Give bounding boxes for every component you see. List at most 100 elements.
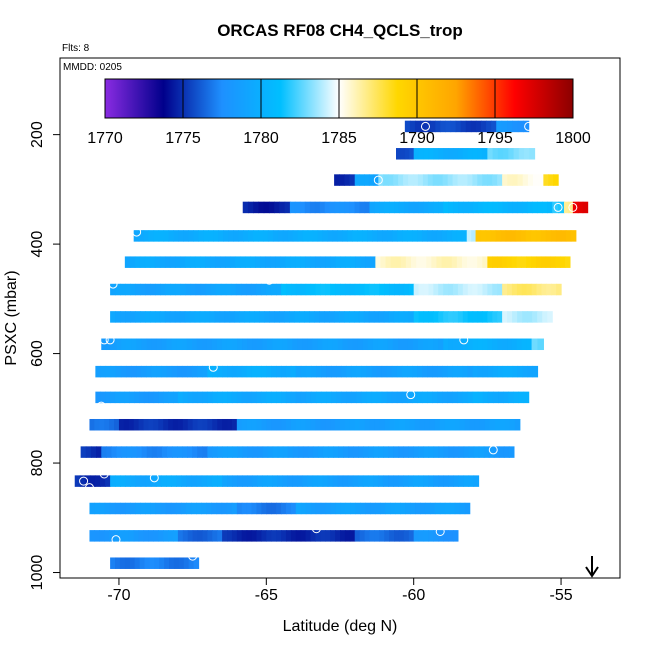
heatmap-cell: [179, 256, 186, 268]
heatmap-cell: [292, 475, 299, 487]
heatmap-cell: [154, 256, 161, 268]
heatmap-cell: [448, 530, 454, 542]
heatmap-cell: [389, 283, 395, 296]
heatmap-cell: [412, 338, 419, 351]
heatmap-cell: [367, 475, 374, 487]
heatmap-cell: [241, 365, 248, 378]
heatmap-cell: [111, 338, 117, 351]
heatmap-cell: [325, 418, 331, 431]
heatmap-cell: [428, 201, 434, 214]
heatmap-cell: [110, 311, 116, 323]
heatmap-cell: [459, 502, 466, 515]
heatmap-cell: [125, 502, 131, 515]
heatmap-cell: [477, 201, 484, 214]
heatmap-cell: [247, 201, 254, 214]
heatmap-cell: [433, 338, 439, 351]
heatmap-cell: [355, 256, 361, 268]
heatmap-cell: [128, 530, 135, 542]
heatmap-cell: [433, 201, 439, 214]
heatmap-cell: [552, 201, 559, 214]
heatmap-cell: [257, 338, 263, 351]
heatmap-cell: [201, 338, 208, 351]
heatmap-cell: [240, 256, 246, 268]
heatmap-cell: [427, 174, 434, 186]
y-tick-label: 200: [29, 121, 46, 148]
heatmap-cell: [446, 230, 453, 242]
heatmap-cell: [295, 530, 302, 542]
heatmap-cell: [454, 418, 461, 431]
heatmap-cell: [432, 391, 438, 404]
heatmap-cell: [417, 230, 423, 242]
heatmap-cell: [281, 283, 287, 296]
heatmap-cell: [547, 201, 553, 214]
heatmap-cell: [316, 365, 322, 378]
sample-point: [373, 175, 383, 185]
heatmap-cell: [255, 256, 261, 268]
heatmap-cell: [205, 283, 212, 296]
heatmap-cell: [352, 338, 359, 351]
heatmap-cell: [155, 502, 162, 515]
heatmap-cell: [270, 283, 277, 296]
heatmap-cell: [357, 230, 363, 242]
heatmap-cell: [346, 365, 352, 378]
heatmap-cell: [276, 418, 282, 431]
heatmap-cell: [190, 283, 197, 296]
heatmap-cell: [436, 256, 443, 268]
heatmap-cell: [119, 557, 126, 569]
heatmap-cell: [348, 311, 355, 323]
heatmap-cell: [480, 120, 487, 133]
y-axis: 200 400 600 800 1000: [29, 121, 60, 590]
heatmap-cell: [290, 530, 297, 542]
heatmap-cell: [527, 174, 534, 186]
heatmap-cell: [413, 530, 420, 542]
heatmap-cell: [378, 174, 384, 186]
heatmap-cell: [325, 530, 331, 542]
heatmap-cell: [467, 201, 474, 214]
heatmap-cell: [403, 201, 410, 214]
heatmap-cell: [168, 530, 174, 542]
heatmap-cell: [497, 201, 504, 214]
heatmap-cell: [175, 283, 182, 296]
heatmap-cell: [363, 446, 369, 458]
heatmap-cell: [369, 283, 375, 296]
heatmap-cell: [472, 391, 479, 404]
heatmap-cell: [396, 148, 402, 160]
heatmap-cell: [377, 230, 383, 242]
heatmap-cell: [413, 148, 420, 160]
heatmap-cell: [289, 311, 295, 323]
heatmap-cell: [184, 311, 191, 323]
heatmap-cell: [100, 475, 106, 487]
heatmap-cell: [527, 365, 534, 378]
heatmap-cell: [173, 391, 179, 404]
heatmap-cell: [297, 230, 304, 242]
heatmap-cell: [502, 283, 508, 296]
heatmap-cell: [548, 174, 554, 186]
heatmap-cell: [149, 256, 156, 268]
heatmap-cell: [168, 230, 175, 242]
heatmap-cell: [339, 174, 346, 186]
heatmap-cell: [430, 120, 436, 133]
sample-point: [114, 548, 124, 558]
heatmap-cell: [529, 148, 536, 160]
heatmap-cell: [526, 256, 532, 268]
heatmap-cell: [345, 502, 352, 515]
heatmap-cell: [423, 530, 430, 542]
heatmap-cell: [337, 475, 344, 487]
heatmap-cell: [347, 475, 354, 487]
heatmap-cell: [396, 391, 403, 404]
heatmap-cell: [452, 365, 459, 378]
heatmap-cell: [100, 365, 107, 378]
heatmap-cell: [279, 311, 285, 323]
heatmap-cell: [197, 391, 204, 404]
heatmap-cell: [139, 557, 146, 569]
heatmap-cell: [434, 418, 441, 431]
heatmap-cell: [198, 230, 204, 242]
heatmap-cell: [390, 502, 396, 515]
heatmap-cell: [181, 365, 188, 378]
heatmap-cell: [316, 391, 322, 404]
heatmap-cell: [282, 475, 289, 487]
heatmap-cell: [435, 120, 441, 133]
heatmap-cell: [413, 311, 420, 323]
heatmap-cell: [231, 418, 238, 431]
heatmap-cell: [156, 446, 163, 458]
